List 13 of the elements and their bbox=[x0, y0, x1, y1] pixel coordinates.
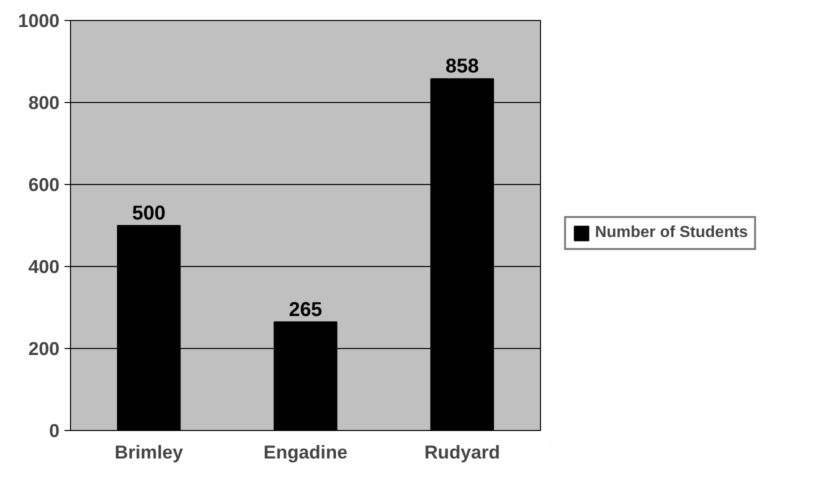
y-tick-label: 600 bbox=[28, 174, 60, 195]
data-label: 500 bbox=[132, 202, 166, 224]
y-tick-label: 800 bbox=[28, 92, 60, 113]
data-label: 858 bbox=[445, 56, 479, 78]
y-tick-label: 200 bbox=[28, 338, 60, 359]
data-label: 265 bbox=[288, 298, 322, 321]
x-tick-label: Rudyard bbox=[424, 442, 500, 462]
y-tick-label: 400 bbox=[28, 256, 60, 277]
x-tick-label: Engadine bbox=[264, 442, 348, 462]
y-tick-label: 1000 bbox=[18, 10, 60, 31]
y-tick-label: 0 bbox=[49, 420, 60, 441]
x-tick-label: Brimley bbox=[114, 442, 184, 462]
legend-label: Number of Students bbox=[595, 224, 748, 242]
